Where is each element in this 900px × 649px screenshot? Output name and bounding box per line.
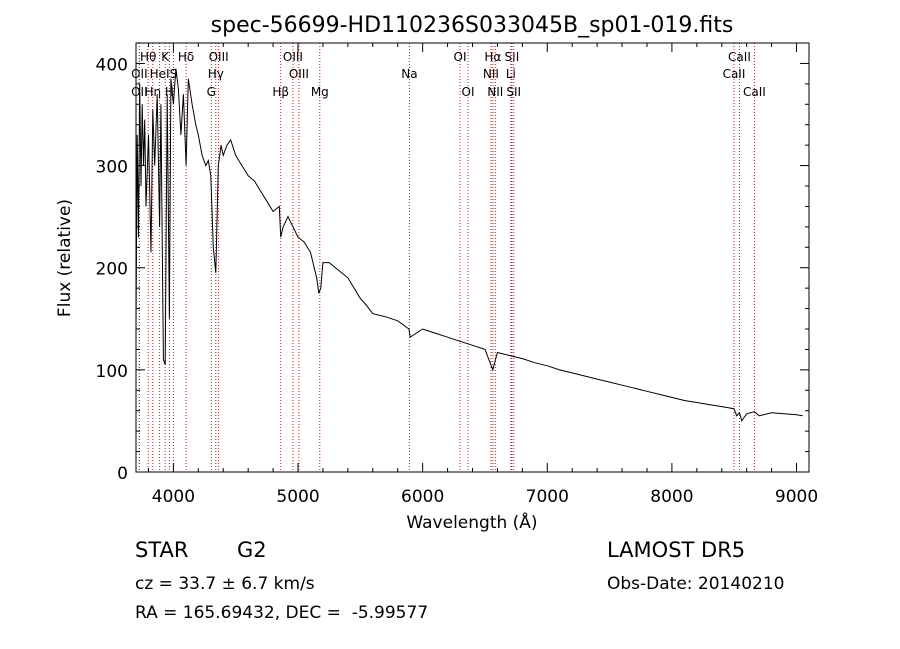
line-label: NII xyxy=(483,67,499,81)
chart-title: spec-56699-HD110236S033045B_sp01-019.fit… xyxy=(211,13,734,38)
x-tick-label: 9000 xyxy=(775,487,818,507)
y-tick-label: 0 xyxy=(117,464,128,484)
y-tick-label: 200 xyxy=(96,260,128,280)
line-label: Li xyxy=(506,67,516,81)
line-label: S xyxy=(170,67,178,81)
line-label: Mg xyxy=(311,85,329,99)
line-label: H xyxy=(165,85,174,99)
line-label: CaII xyxy=(723,67,746,81)
observation-date: Obs-Date: 20140210 xyxy=(607,574,785,594)
line-label: Hγ xyxy=(208,67,224,81)
x-tick-label: 7000 xyxy=(526,487,569,507)
line-label: CaII xyxy=(728,50,751,64)
line-label: Na xyxy=(401,67,417,81)
y-tick-label: 300 xyxy=(96,158,128,178)
x-axis: 4000 5000 6000 7000 8000 9000 xyxy=(147,43,818,507)
line-label: SII xyxy=(505,50,520,64)
line-label: Hθ xyxy=(140,50,156,64)
x-tick-label: 4000 xyxy=(152,487,195,507)
survey-name: LAMOST DR5 xyxy=(607,538,746,562)
ra-dec-coordinates: RA = 165.69432, DEC = -5.99577 xyxy=(135,603,429,623)
line-label: SII xyxy=(506,85,521,99)
plot-frame xyxy=(135,42,810,473)
y-axis-label: Flux (relative) xyxy=(55,199,75,317)
object-class: STAR xyxy=(135,538,189,562)
y-tick-label: 100 xyxy=(96,362,128,382)
redshift-velocity: cz = 33.7 ± 6.7 km/s xyxy=(135,574,315,594)
line-label: Hα xyxy=(484,50,501,64)
line-label: OIII xyxy=(289,67,309,81)
spectrum-line xyxy=(135,68,803,423)
line-label: OI xyxy=(454,50,467,64)
x-tick-label: 5000 xyxy=(276,487,319,507)
y-axis: 0 100 200 300 400 xyxy=(96,55,809,484)
line-label: K xyxy=(161,50,170,64)
object-subclass: G2 xyxy=(237,538,267,562)
x-tick-label: 8000 xyxy=(650,487,693,507)
line-label: OI xyxy=(462,85,475,99)
line-label: OIII xyxy=(283,50,303,64)
line-label: Hδ xyxy=(178,50,194,64)
line-label: CaII xyxy=(743,85,766,99)
line-label: HeI xyxy=(150,67,170,81)
line-label: NII xyxy=(487,85,503,99)
line-label: Hη xyxy=(145,85,162,99)
y-tick-label: 400 xyxy=(96,55,128,75)
x-axis-label: Wavelength (Å) xyxy=(406,511,537,533)
line-label: G xyxy=(207,85,216,99)
x-tick-label: 6000 xyxy=(401,487,444,507)
line-label: OIII xyxy=(209,50,229,64)
line-label: Hβ xyxy=(272,85,289,99)
